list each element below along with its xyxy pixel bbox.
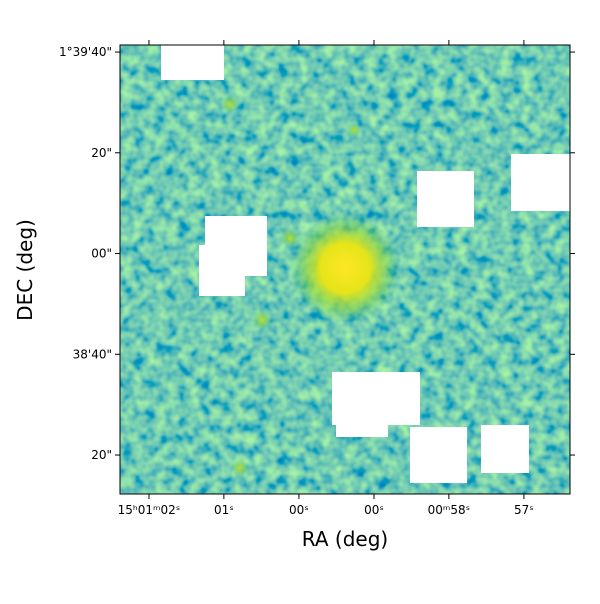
- masked-regions: [161, 45, 570, 483]
- x-tick-label: 00ᵐ58ˢ: [428, 503, 471, 517]
- image: [120, 45, 570, 494]
- y-tick-label: 00": [91, 247, 112, 261]
- x-tick-label: 00ˢ: [364, 503, 384, 517]
- y-tick-label: 20": [91, 146, 112, 160]
- plot-frame: [119, 44, 571, 495]
- x-axis-label: RA (deg): [302, 527, 388, 551]
- y-tick-label: 38'40": [73, 347, 112, 361]
- y-tick-label: 20": [91, 448, 112, 462]
- y-axis-label: DEC (deg): [13, 219, 37, 321]
- x-tick-label: 15ʰ01ᵐ02ˢ: [118, 503, 181, 517]
- x-tick-label: 00ˢ: [289, 503, 309, 517]
- x-tick-label: 57ˢ: [514, 503, 534, 517]
- x-tick-label: 01ˢ: [214, 503, 234, 517]
- y-tick-label: 1°39'40": [59, 45, 112, 59]
